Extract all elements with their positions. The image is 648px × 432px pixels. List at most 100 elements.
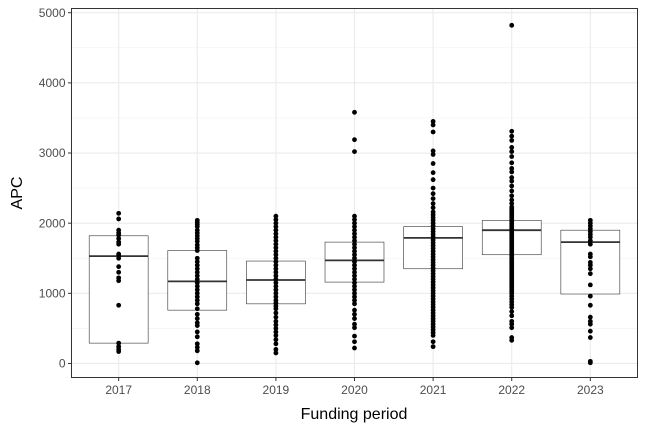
data-point-2021 bbox=[430, 191, 436, 197]
data-point-2019 bbox=[273, 337, 279, 343]
data-point-2020 bbox=[352, 290, 357, 296]
data-point-2017 bbox=[116, 340, 122, 346]
data-point-2020 bbox=[352, 137, 357, 143]
data-point-2019 bbox=[273, 217, 279, 223]
data-point-2022 bbox=[509, 166, 515, 171]
data-point-2020 bbox=[352, 231, 357, 237]
x-tick-label: 2020 bbox=[341, 383, 368, 397]
data-point-2021 bbox=[430, 201, 436, 206]
data-point-2022 bbox=[509, 128, 515, 134]
data-point-2020 bbox=[352, 262, 357, 268]
data-point-2017 bbox=[116, 264, 122, 270]
data-point-2019 bbox=[273, 255, 279, 261]
data-point-2021 bbox=[430, 161, 436, 166]
data-point-2019 bbox=[273, 220, 279, 226]
data-point-2022 bbox=[509, 188, 515, 194]
data-point-2019 bbox=[273, 262, 279, 268]
data-point-2022 bbox=[509, 133, 515, 139]
data-point-2022 bbox=[509, 313, 515, 319]
data-point-2018 bbox=[194, 283, 200, 289]
data-point-2018 bbox=[194, 248, 200, 253]
data-point-2021 bbox=[430, 122, 436, 128]
data-point-2018 bbox=[194, 255, 200, 261]
data-point-2018 bbox=[194, 344, 200, 350]
box-2017 bbox=[88, 235, 149, 344]
data-point-2018 bbox=[194, 259, 200, 265]
data-point-2021 bbox=[430, 185, 436, 191]
data-point-2019 bbox=[273, 333, 279, 338]
data-point-2020 bbox=[352, 333, 357, 339]
data-point-2018 bbox=[194, 306, 200, 312]
data-point-2019 bbox=[273, 290, 279, 296]
x-axis-title: Funding period bbox=[301, 406, 408, 423]
data-point-2020 bbox=[352, 259, 357, 265]
data-point-2017 bbox=[116, 232, 122, 238]
data-point-2020 bbox=[352, 294, 357, 300]
grid-lines bbox=[71, 8, 638, 378]
x-tick-label: 2017 bbox=[105, 383, 132, 397]
data-point-2018 bbox=[194, 294, 200, 300]
data-point-2018 bbox=[194, 273, 200, 279]
data-point-2020 bbox=[352, 321, 357, 327]
data-point-2021 bbox=[430, 170, 436, 176]
data-point-2019 bbox=[273, 248, 279, 254]
data-point-2019 bbox=[273, 227, 279, 233]
data-point-2022 bbox=[509, 178, 515, 184]
data-point-2018 bbox=[194, 301, 200, 307]
y-tick-label: 3000 bbox=[39, 146, 66, 160]
data-point-2020 bbox=[352, 345, 357, 351]
data-point-2018 bbox=[194, 348, 200, 354]
data-point-2021 bbox=[430, 119, 436, 124]
data-point-2020 bbox=[352, 252, 357, 258]
data-point-2020 bbox=[352, 307, 357, 313]
data-point-2020 bbox=[352, 245, 357, 251]
data-point-2022 bbox=[509, 304, 515, 310]
data-point-2018 bbox=[194, 341, 200, 347]
data-point-2019 bbox=[273, 329, 279, 335]
data-point-2019 bbox=[273, 213, 279, 219]
data-points bbox=[116, 22, 593, 366]
data-point-2020 bbox=[352, 248, 357, 254]
data-point-2018 bbox=[194, 334, 200, 340]
data-point-2023 bbox=[587, 321, 593, 327]
data-point-2019 bbox=[273, 347, 279, 352]
data-point-2019 bbox=[273, 322, 279, 328]
data-point-2022 bbox=[509, 197, 515, 203]
data-point-2017 bbox=[116, 236, 122, 241]
data-point-2019 bbox=[273, 310, 279, 316]
data-point-2020 bbox=[352, 269, 357, 275]
data-point-2018 bbox=[194, 311, 200, 317]
data-point-2023 bbox=[587, 266, 593, 272]
data-point-2020 bbox=[352, 149, 357, 155]
data-point-2019 bbox=[273, 245, 279, 251]
data-point-2019 bbox=[273, 273, 279, 279]
data-point-2022 bbox=[509, 137, 515, 143]
data-point-2018 bbox=[194, 269, 200, 275]
data-point-2020 bbox=[352, 238, 357, 244]
x-tick-label: 2021 bbox=[420, 383, 447, 397]
data-point-2017 bbox=[116, 269, 122, 275]
data-point-2020 bbox=[352, 109, 357, 115]
data-point-2020 bbox=[352, 224, 357, 230]
data-point-2021 bbox=[430, 344, 436, 350]
data-point-2018 bbox=[194, 297, 200, 303]
data-point-2022 bbox=[509, 325, 515, 331]
data-point-2020 bbox=[352, 213, 357, 219]
data-point-2018 bbox=[194, 316, 200, 321]
data-point-2020 bbox=[352, 234, 357, 240]
data-point-2018 bbox=[194, 360, 200, 366]
data-point-2023 bbox=[587, 238, 593, 244]
data-point-2020 bbox=[352, 316, 357, 321]
data-point-2022 bbox=[509, 154, 515, 159]
data-point-2018 bbox=[194, 262, 200, 268]
data-point-2020 bbox=[352, 217, 357, 223]
data-point-2019 bbox=[273, 294, 279, 300]
data-point-2020 bbox=[352, 301, 357, 307]
data-point-2023 bbox=[587, 282, 593, 288]
data-point-2022 bbox=[509, 309, 515, 314]
data-point-2018 bbox=[194, 290, 200, 296]
y-tick-label: 4000 bbox=[39, 76, 66, 90]
data-point-2022 bbox=[509, 22, 515, 28]
data-point-2020 bbox=[352, 220, 357, 226]
data-point-2019 bbox=[273, 325, 279, 331]
